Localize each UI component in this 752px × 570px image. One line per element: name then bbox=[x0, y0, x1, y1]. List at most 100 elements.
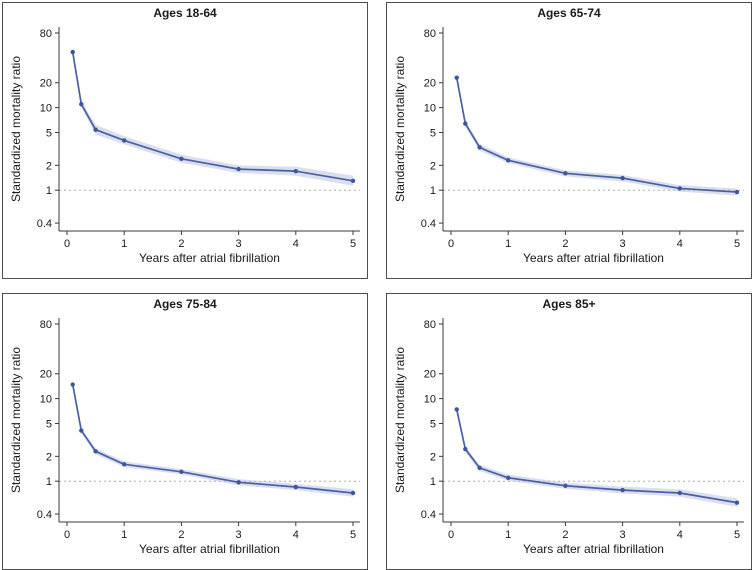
confidence-band bbox=[456, 407, 737, 507]
y-tick-label: 2 bbox=[46, 160, 52, 172]
y-tick-label: 10 bbox=[40, 394, 52, 406]
x-tick-label: 0 bbox=[448, 529, 454, 541]
data-point bbox=[506, 158, 511, 163]
data-point bbox=[93, 449, 98, 454]
data-point bbox=[677, 490, 682, 496]
data-point bbox=[79, 101, 84, 107]
y-tick-label: 80 bbox=[424, 319, 436, 331]
data-point bbox=[70, 49, 75, 55]
panel-ages-65-74: Ages 65-74 Standardized mortality ratio … bbox=[386, 2, 752, 279]
x-tick-label: 4 bbox=[293, 529, 299, 541]
data-point bbox=[563, 171, 568, 176]
y-tick-label: 80 bbox=[40, 319, 52, 331]
x-tick-label: 4 bbox=[293, 238, 299, 250]
data-point bbox=[734, 500, 740, 505]
smr-line bbox=[71, 51, 354, 182]
confidence-band bbox=[72, 382, 353, 497]
data-point bbox=[236, 166, 241, 172]
data-point bbox=[463, 446, 468, 452]
x-tick-label: 5 bbox=[350, 238, 356, 250]
x-tick-label: 2 bbox=[562, 529, 568, 541]
data-point bbox=[454, 407, 459, 412]
y-tick-label: 80 bbox=[40, 28, 52, 40]
smr-chart: 80 20 10 5 2 1 0.4 0 1 2 3 4 5 bbox=[421, 27, 744, 250]
data-point bbox=[734, 189, 740, 195]
data-point bbox=[179, 469, 184, 474]
x-tick-label: 4 bbox=[677, 238, 683, 250]
y-tick-label: 5 bbox=[430, 418, 436, 430]
smr-line bbox=[455, 77, 738, 193]
y-tick-label: 20 bbox=[424, 78, 436, 90]
y-tick-label: 20 bbox=[40, 369, 52, 381]
y-tick-label: 2 bbox=[430, 451, 436, 463]
data-point bbox=[677, 186, 682, 191]
x-tick-label: 2 bbox=[562, 238, 568, 250]
y-tick-label: 0.4 bbox=[37, 218, 52, 230]
panel-ages-85-plus: Ages 85+ Standardized mortality ratio 80… bbox=[386, 293, 752, 570]
data-point bbox=[506, 475, 511, 480]
data-point bbox=[463, 121, 468, 126]
data-point bbox=[179, 156, 184, 161]
chart-title: Ages 65-74 bbox=[537, 6, 601, 20]
x-tick-label: 3 bbox=[620, 238, 626, 250]
x-axis-label: Years after atrial fibrillation bbox=[139, 542, 280, 556]
x-tick-label: 1 bbox=[121, 529, 127, 541]
y-tick-label: 80 bbox=[424, 28, 436, 40]
smr-chart: 80 20 10 5 2 1 0.4 0 1 2 3 4 5 bbox=[421, 318, 744, 541]
y-tick-label: 1 bbox=[46, 476, 52, 488]
smr-chart: 80 20 10 5 2 1 0.4 0 1 2 3 4 5 bbox=[37, 318, 360, 541]
x-tick-label: 5 bbox=[350, 529, 356, 541]
x-tick-label: 2 bbox=[178, 238, 184, 250]
y-tick-label: 5 bbox=[430, 127, 436, 139]
x-tick-label: 3 bbox=[236, 238, 242, 250]
data-point bbox=[620, 175, 625, 181]
x-tick-label: 5 bbox=[734, 529, 740, 541]
data-point bbox=[122, 138, 127, 143]
x-axis-label: Years after atrial fibrillation bbox=[523, 251, 664, 265]
data-point bbox=[350, 178, 356, 183]
smr-line bbox=[71, 384, 354, 494]
y-tick-label: 1 bbox=[430, 476, 436, 488]
y-tick-label: 5 bbox=[46, 418, 52, 430]
data-point bbox=[293, 168, 298, 174]
data-point bbox=[293, 484, 298, 490]
data-point bbox=[70, 382, 75, 387]
y-tick-label: 2 bbox=[430, 160, 436, 172]
data-point bbox=[79, 428, 84, 433]
y-tick-label: 1 bbox=[46, 185, 52, 197]
y-tick-label: 10 bbox=[424, 103, 436, 115]
data-point bbox=[454, 75, 459, 80]
x-tick-label: 1 bbox=[121, 238, 127, 250]
y-tick-label: 1 bbox=[430, 185, 436, 197]
data-point bbox=[477, 465, 482, 471]
confidence-band bbox=[456, 75, 737, 196]
data-point bbox=[93, 127, 98, 132]
x-tick-label: 0 bbox=[64, 238, 70, 250]
chart-title: Ages 75-84 bbox=[153, 297, 217, 311]
data-point bbox=[236, 480, 241, 485]
x-tick-label: 4 bbox=[677, 529, 683, 541]
x-tick-label: 3 bbox=[620, 529, 626, 541]
panel-ages-75-84: Ages 75-84 Standardized mortality ratio … bbox=[2, 293, 368, 570]
y-tick-label: 2 bbox=[46, 451, 52, 463]
x-axis-label: Years after atrial fibrillation bbox=[139, 251, 280, 265]
x-axis-label: Years after atrial fibrillation bbox=[523, 542, 664, 556]
y-tick-label: 10 bbox=[40, 103, 52, 115]
x-tick-label: 3 bbox=[236, 529, 242, 541]
x-tick-label: 1 bbox=[505, 529, 511, 541]
data-point bbox=[477, 145, 482, 150]
y-tick-label: 0.4 bbox=[421, 509, 436, 521]
y-tick-label: 20 bbox=[424, 369, 436, 381]
y-tick-label: 0.4 bbox=[37, 509, 52, 521]
y-tick-label: 5 bbox=[46, 127, 52, 139]
y-tick-label: 10 bbox=[424, 394, 436, 406]
smr-line bbox=[455, 409, 738, 504]
y-tick-label: 20 bbox=[40, 78, 52, 90]
confidence-band bbox=[72, 49, 353, 186]
x-tick-label: 0 bbox=[448, 238, 454, 250]
data-point bbox=[563, 483, 568, 488]
data-point bbox=[122, 462, 127, 467]
x-tick-label: 5 bbox=[734, 238, 740, 250]
data-point bbox=[350, 490, 356, 496]
